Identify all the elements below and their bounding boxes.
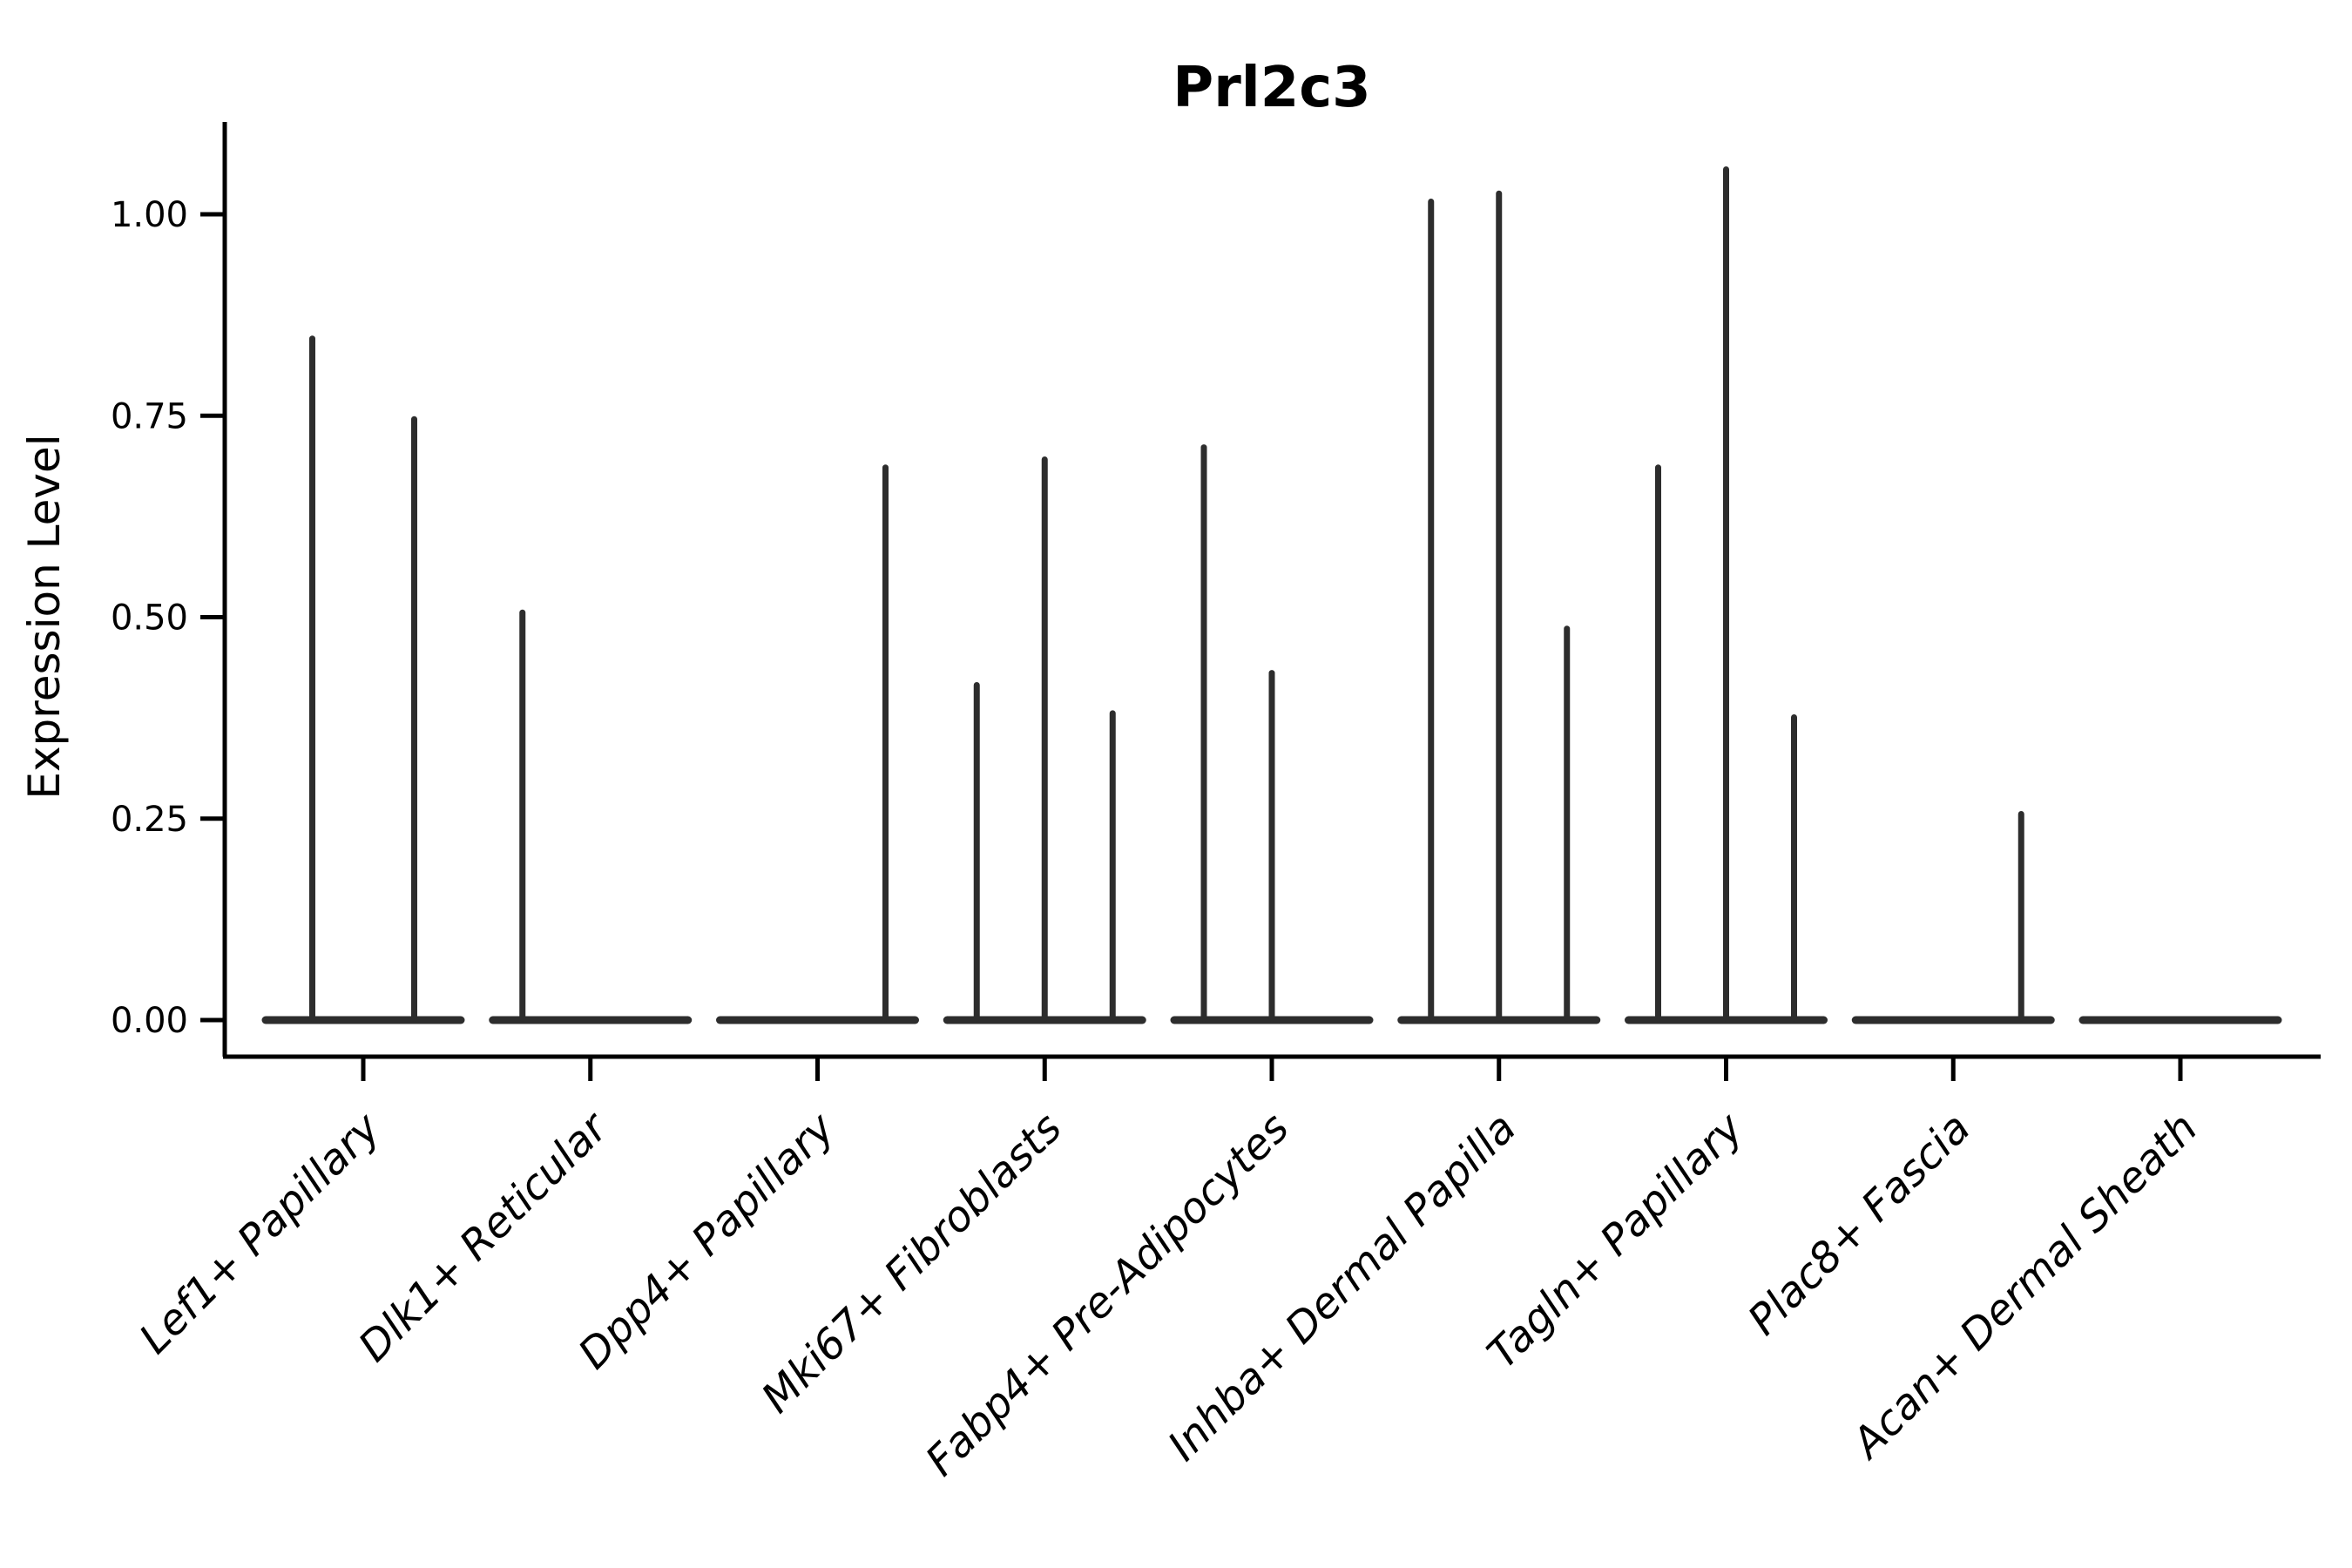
x-tick-label: Lef1+ Papillary xyxy=(130,1103,390,1363)
plot-title: Prl2c3 xyxy=(1173,56,1370,120)
x-tick-label: Plac8+ Fascia xyxy=(1739,1104,1980,1345)
x-tick-label: Fabp4+ Pre-Adipocytes xyxy=(916,1104,1299,1486)
y-tick-label: 0.00 xyxy=(111,1001,188,1041)
x-tick-label: Dlk1+ Reticular xyxy=(349,1102,619,1372)
x-tick-label: Tagln+ Papillary xyxy=(1478,1103,1754,1378)
y-tick-label: 0.75 xyxy=(111,396,188,436)
y-tick-label: 0.25 xyxy=(111,800,188,840)
y-axis-title: Expression Level xyxy=(19,434,70,799)
y-tick-label: 0.50 xyxy=(111,598,188,639)
y-tick-label: 1.00 xyxy=(111,195,188,235)
